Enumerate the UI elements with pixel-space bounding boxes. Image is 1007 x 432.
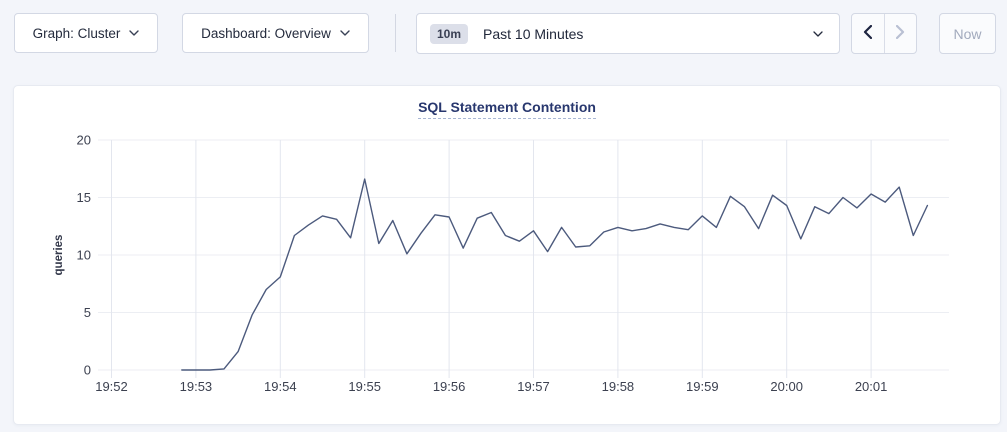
svg-text:19:57: 19:57: [517, 379, 550, 394]
svg-text:19:55: 19:55: [348, 379, 381, 394]
graph-dropdown[interactable]: Graph: Cluster: [14, 13, 158, 53]
next-time-button[interactable]: [884, 14, 916, 53]
chevron-right-icon: [895, 24, 905, 42]
chevron-down-icon: [813, 30, 823, 37]
chart-canvas[interactable]: 0 5 10 15 20 19:52 19:53 19:54 19:55 19:56 19:57 19…: [14, 86, 1000, 424]
time-range-selector[interactable]: 10m Past 10 Minutes: [416, 13, 840, 54]
dashboard-dropdown[interactable]: Dashboard: Overview: [182, 13, 369, 53]
chart-card: SQL Statement Contention 0 5 10 15 20 19:52 19…: [13, 85, 1001, 425]
svg-text:20: 20: [77, 133, 91, 148]
graph-dropdown-label: Graph: Cluster: [32, 25, 121, 41]
time-range-label: Past 10 Minutes: [483, 25, 584, 42]
svg-text:queries: queries: [53, 235, 65, 276]
time-range-badge: 10m: [430, 23, 469, 44]
chart-title-row: SQL Statement Contention: [14, 99, 1000, 119]
toolbar: Graph: Cluster Dashboard: Overview 10m P…: [0, 0, 1007, 85]
svg-text:19:58: 19:58: [602, 379, 635, 394]
chevron-left-icon: [863, 24, 873, 42]
time-nav: [851, 13, 917, 54]
chevron-down-icon: [129, 30, 140, 36]
svg-text:19:53: 19:53: [180, 379, 213, 394]
dashboard-dropdown-label: Dashboard: Overview: [201, 25, 331, 41]
svg-text:15: 15: [77, 190, 91, 205]
now-button[interactable]: Now: [939, 13, 996, 54]
chart-title[interactable]: SQL Statement Contention: [418, 99, 596, 119]
now-button-label: Now: [953, 25, 982, 42]
svg-text:19:59: 19:59: [686, 379, 719, 394]
svg-text:20:01: 20:01: [855, 379, 888, 394]
svg-text:0: 0: [84, 363, 91, 378]
toolbar-divider: [395, 14, 396, 52]
svg-text:19:56: 19:56: [433, 379, 466, 394]
svg-text:10: 10: [77, 248, 91, 263]
chevron-down-icon: [340, 30, 350, 36]
svg-text:5: 5: [84, 305, 91, 320]
time-nav-divider: [883, 14, 885, 53]
prev-time-button[interactable]: [852, 14, 884, 53]
svg-text:19:54: 19:54: [264, 379, 297, 394]
svg-text:19:52: 19:52: [95, 379, 128, 394]
svg-text:20:00: 20:00: [770, 379, 803, 394]
